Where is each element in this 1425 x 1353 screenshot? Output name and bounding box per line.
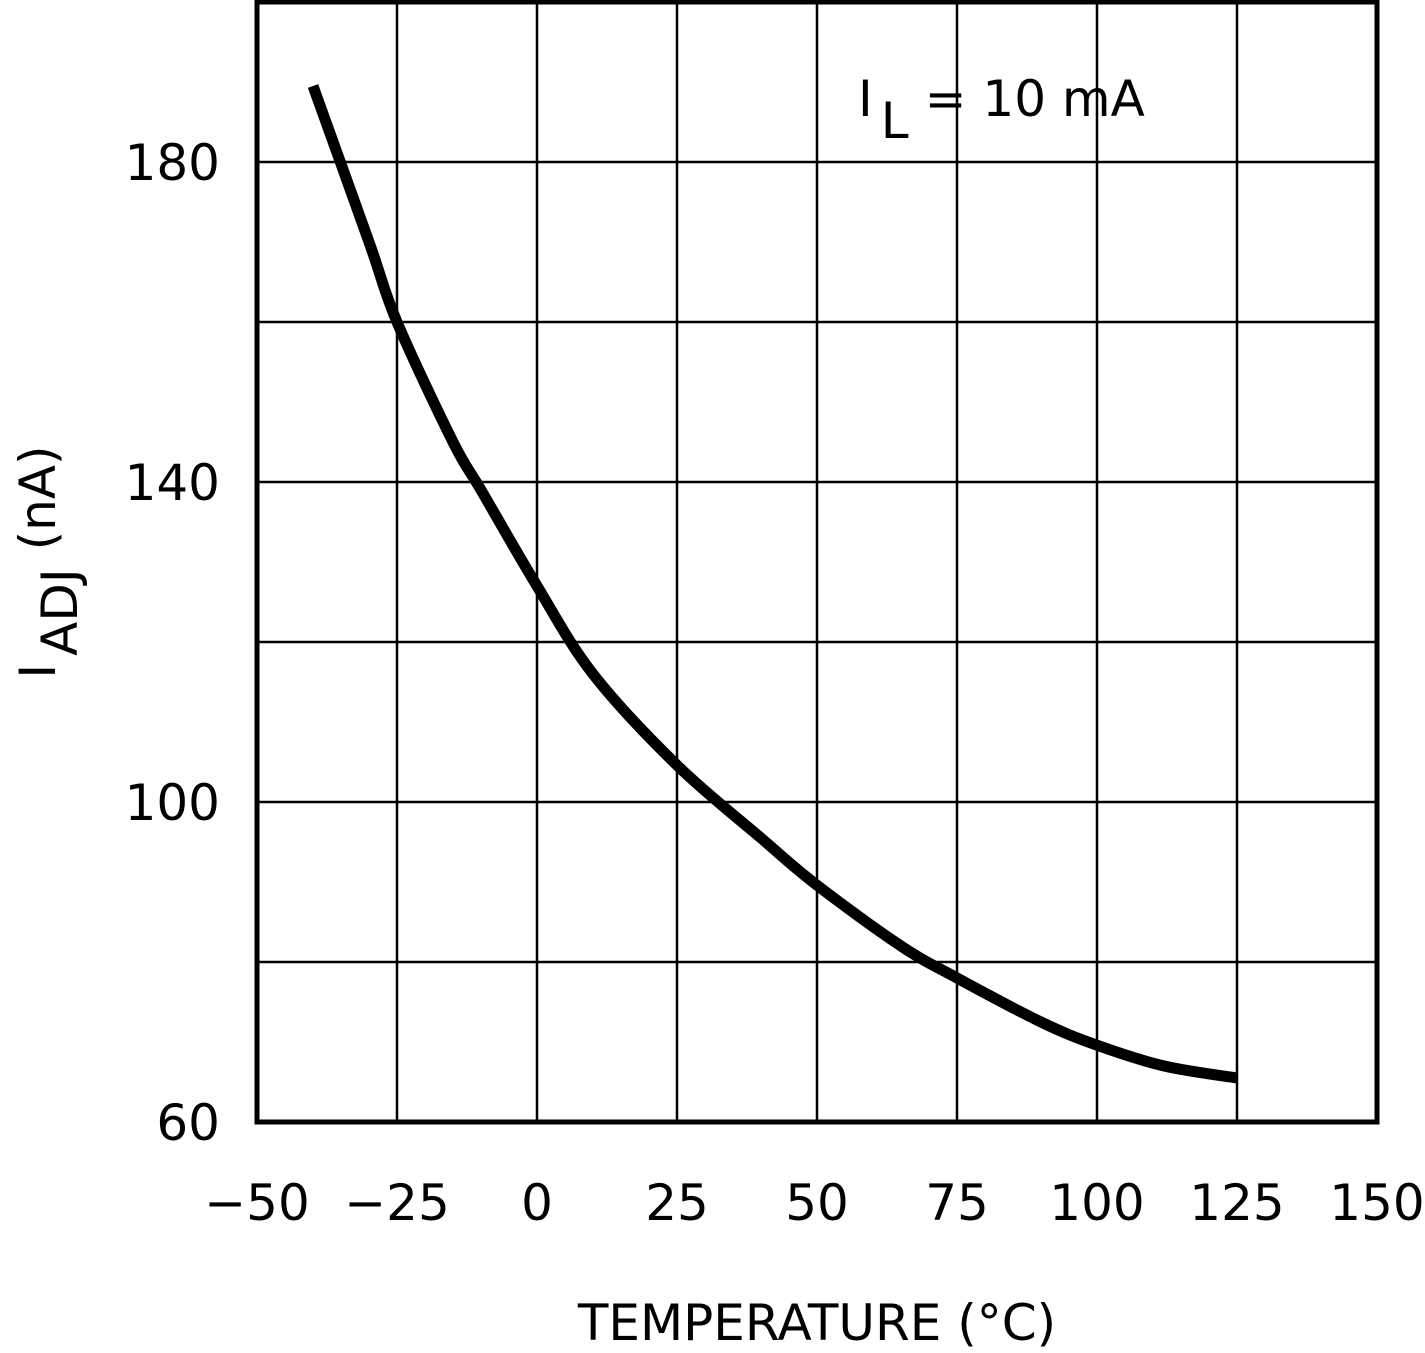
y-axis-label: IADJ(nA) [9, 445, 89, 678]
x-axis-label: TEMPERATURE (°C) [577, 1294, 1056, 1352]
x-tick-label: 0 [521, 1174, 553, 1232]
plot-frame [254, 0, 1380, 1125]
x-tick-label: 25 [645, 1174, 709, 1232]
x-tick-label: −50 [204, 1174, 310, 1232]
x-tick-labels: −50 −25 0 25 50 75 100 125 150 [204, 1174, 1424, 1232]
x-tick-label: 100 [1049, 1174, 1144, 1232]
x-tick-label: 150 [1329, 1174, 1424, 1232]
y-tick-labels: 60 100 140 180 [125, 134, 220, 1152]
y-tick-label: 140 [125, 454, 220, 512]
y-tick-label: 60 [156, 1094, 220, 1152]
x-tick-label: 75 [925, 1174, 989, 1232]
x-tick-label: 125 [1189, 1174, 1284, 1232]
y-tick-label: 100 [125, 774, 220, 832]
x-tick-label: 50 [785, 1174, 849, 1232]
y-tick-label: 180 [125, 134, 220, 192]
grid [255, 0, 1379, 1124]
series-line [307, 84, 1238, 1084]
annotation: I L = 10 mA [858, 70, 1145, 150]
x-tick-label: −25 [344, 1174, 450, 1232]
